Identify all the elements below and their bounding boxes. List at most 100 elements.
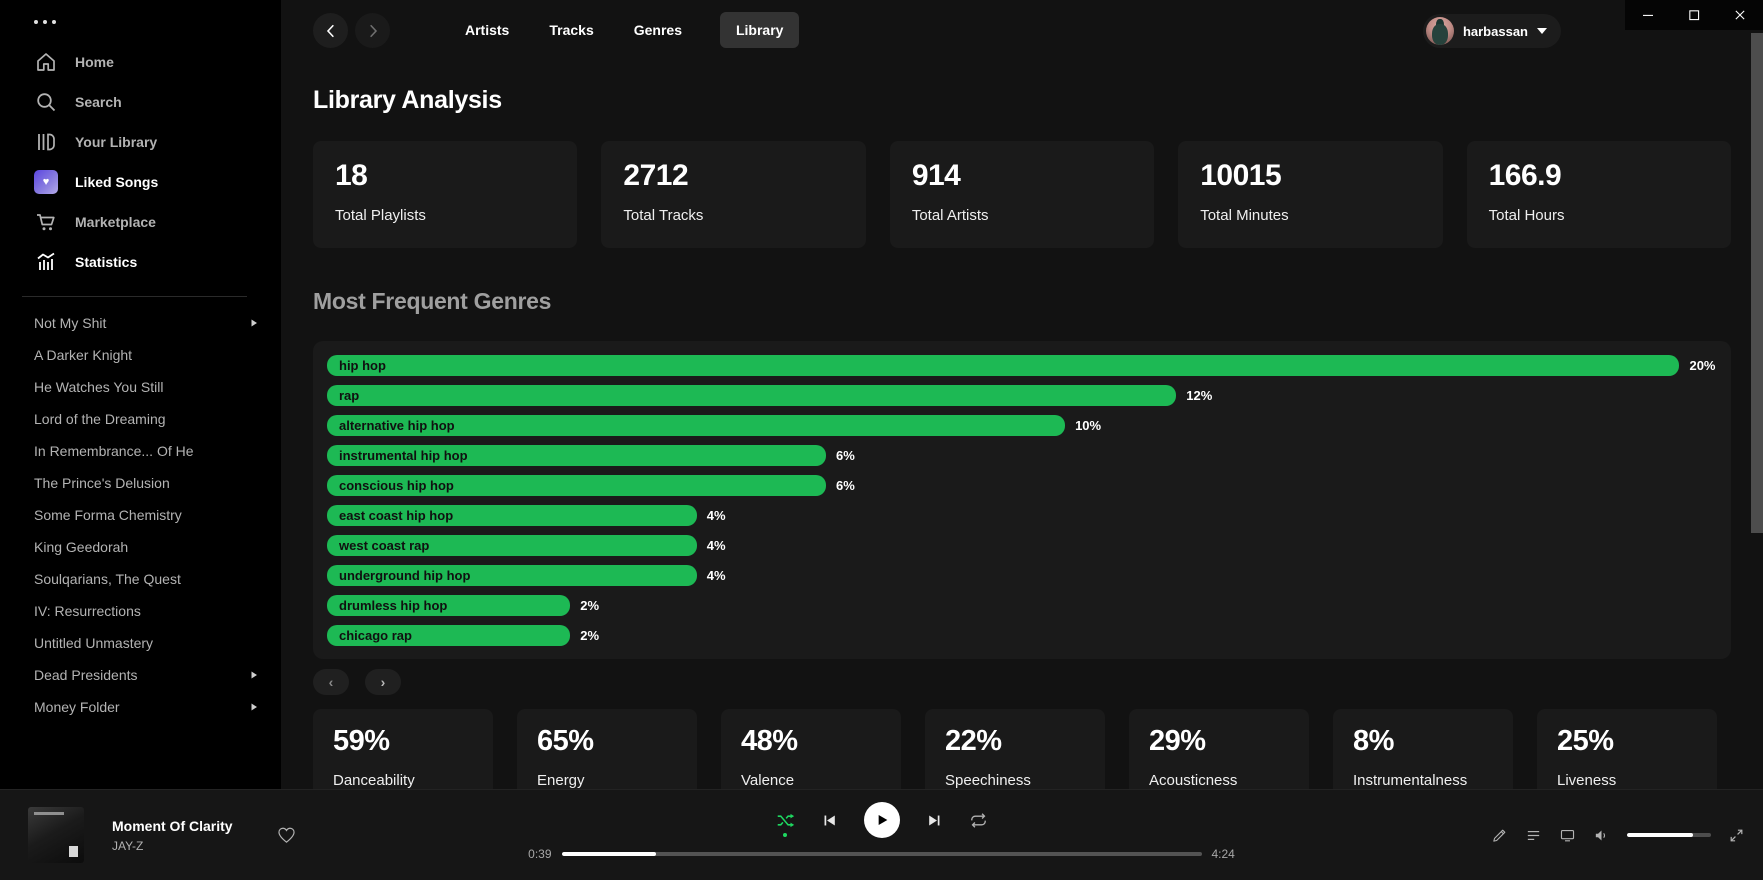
playlist-item[interactable]: Soulqarians, The Quest [34, 563, 281, 595]
fullscreen-icon [1730, 829, 1743, 841]
tab-artists[interactable]: Artists [465, 22, 510, 38]
feature-label: Acousticness [1149, 772, 1238, 789]
feature-label: Danceability [333, 772, 415, 789]
sidebar-item-your-library[interactable]: Your Library [34, 122, 281, 162]
genre-bar-row: drumless hip hop 2% [327, 595, 1717, 616]
sidebar-item-home[interactable]: Home [34, 42, 281, 82]
feature-label: Liveness [1557, 772, 1617, 789]
avatar [1425, 17, 1454, 45]
tab-genres[interactable]: Genres [633, 22, 682, 38]
playlist-item[interactable]: IV: Resurrections [34, 595, 281, 627]
stat-card: 914 Total Artists [889, 141, 1155, 248]
genre-bar-row: hip hop 20% [327, 355, 1717, 376]
search-icon [37, 93, 56, 112]
playlist-item[interactable]: He Watches You Still [34, 371, 281, 403]
sidebar-item-liked-songs[interactable]: ♥ Liked Songs [34, 162, 281, 202]
repeat-button[interactable] [969, 811, 988, 830]
total-time: 4:24 [1211, 847, 1235, 861]
sidebar: Home Search Your Library ♥ Liked Songs M… [0, 0, 281, 789]
playlist-list: Not My Shit A Darker Knight He Watches Y… [34, 307, 281, 723]
genre-bar-label: drumless hip hop [339, 598, 448, 613]
next-track-button[interactable] [926, 812, 943, 829]
forward-button[interactable] [355, 13, 390, 48]
audio-feature-card: 29% Acousticness [1129, 709, 1309, 789]
play-pause-button[interactable] [863, 802, 900, 838]
genre-bar-row: alternative hip hop 10% [327, 415, 1717, 436]
window-close-button[interactable] [1717, 0, 1763, 30]
back-button[interactable] [313, 13, 348, 48]
genre-bar-label: conscious hip hop [339, 478, 454, 493]
playlist-name: A Darker Knight [34, 347, 133, 363]
playlist-expand-icon [251, 671, 257, 679]
playlist-name: Untitled Unmastery [34, 635, 154, 651]
genre-bar-label: hip hop [339, 358, 386, 373]
playlist-item[interactable]: King Geedorah [34, 531, 281, 563]
liked-songs-heart-icon: ♥ [34, 170, 58, 194]
feature-label: Valence [741, 772, 795, 789]
playlist-item[interactable]: Dead Presidents [34, 659, 281, 691]
playlist-item[interactable]: Untitled Unmastery [34, 627, 281, 659]
close-icon [1735, 10, 1745, 20]
stat-label: Total Tracks [623, 207, 704, 224]
smart-shuffle-button[interactable] [776, 811, 795, 837]
window-titlebar-controls [1625, 0, 1763, 30]
user-menu-button[interactable]: harbassan [1422, 14, 1561, 48]
playlist-item[interactable]: Money Folder [34, 691, 281, 723]
feature-label: Instrumentalness [1353, 772, 1468, 789]
sidebar-item-statistics[interactable]: Statistics [34, 242, 281, 282]
feature-value: 29% [1149, 725, 1206, 757]
playlist-expand-icon [251, 319, 257, 327]
playlist-item[interactable]: In Remembrance... Of He [34, 435, 281, 467]
stat-value: 10015 [1200, 159, 1282, 192]
window-maximize-button[interactable] [1671, 0, 1717, 30]
connect-device-button[interactable] [1559, 827, 1576, 844]
home-icon [37, 53, 55, 71]
genres-next-page-button[interactable]: › [365, 669, 401, 695]
queue-button[interactable] [1525, 827, 1542, 844]
genre-bar-row: conscious hip hop 6% [327, 475, 1717, 496]
user-name: harbassan [1462, 23, 1528, 39]
genre-bar-row: chicago rap 2% [327, 625, 1717, 646]
window-minimize-button[interactable] [1625, 0, 1671, 30]
sidebar-item-marketplace[interactable]: Marketplace [34, 202, 281, 242]
playlist-item[interactable]: A Darker Knight [34, 339, 281, 371]
stat-label: Total Minutes [1200, 207, 1289, 224]
top-navigation: Artists Tracks Genres Library harbassan [313, 0, 1731, 62]
tab-tracks[interactable]: Tracks [549, 22, 594, 38]
track-title: Moment Of Clarity [112, 817, 233, 834]
statistics-icon [37, 252, 55, 270]
seek-bar[interactable] [561, 852, 1202, 856]
tab-library[interactable]: Library [719, 12, 800, 48]
genre-bar: east coast hip hop [327, 505, 697, 526]
lyrics-button[interactable] [1491, 827, 1508, 844]
sidebar-item-label: Statistics [75, 254, 138, 270]
feature-value: 65% [537, 725, 594, 757]
feature-value: 25% [1557, 725, 1614, 757]
genres-section-heading: Most Frequent Genres [313, 288, 552, 314]
tab-bar: Artists Tracks Genres Library [463, 12, 800, 48]
play-icon [878, 815, 887, 825]
previous-track-button[interactable] [821, 812, 838, 829]
playlist-expand-icon [251, 703, 257, 711]
playlist-item[interactable]: Lord of the Dreaming [34, 403, 281, 435]
vertical-scrollbar[interactable] [1751, 33, 1763, 533]
audio-feature-card: 65% Energy [517, 709, 697, 789]
sidebar-item-label: Search [75, 94, 122, 110]
genres-pagination: ‹ › [313, 669, 1731, 695]
genres-prev-page-button[interactable]: ‹ [313, 669, 349, 695]
genre-bar: west coast rap [327, 535, 697, 556]
like-track-button[interactable] [277, 826, 296, 844]
fullscreen-button[interactable] [1728, 827, 1745, 844]
player-bar: Moment Of Clarity JAY-Z [0, 789, 1763, 880]
volume-slider[interactable] [1627, 833, 1711, 837]
playlist-item[interactable]: Some Forma Chemistry [34, 499, 281, 531]
mute-button[interactable] [1593, 827, 1610, 844]
playlist-item[interactable]: The Prince's Delusion [34, 467, 281, 499]
sidebar-item-search[interactable]: Search [34, 82, 281, 122]
genre-bar-percentage: 4% [706, 508, 726, 523]
progress-row: 0:39 4:24 [512, 847, 1252, 861]
feature-value: 22% [945, 725, 1002, 757]
playlist-item[interactable]: Not My Shit [34, 307, 281, 339]
app-menu-button[interactable] [34, 14, 281, 42]
sidebar-item-label: Your Library [75, 134, 158, 150]
